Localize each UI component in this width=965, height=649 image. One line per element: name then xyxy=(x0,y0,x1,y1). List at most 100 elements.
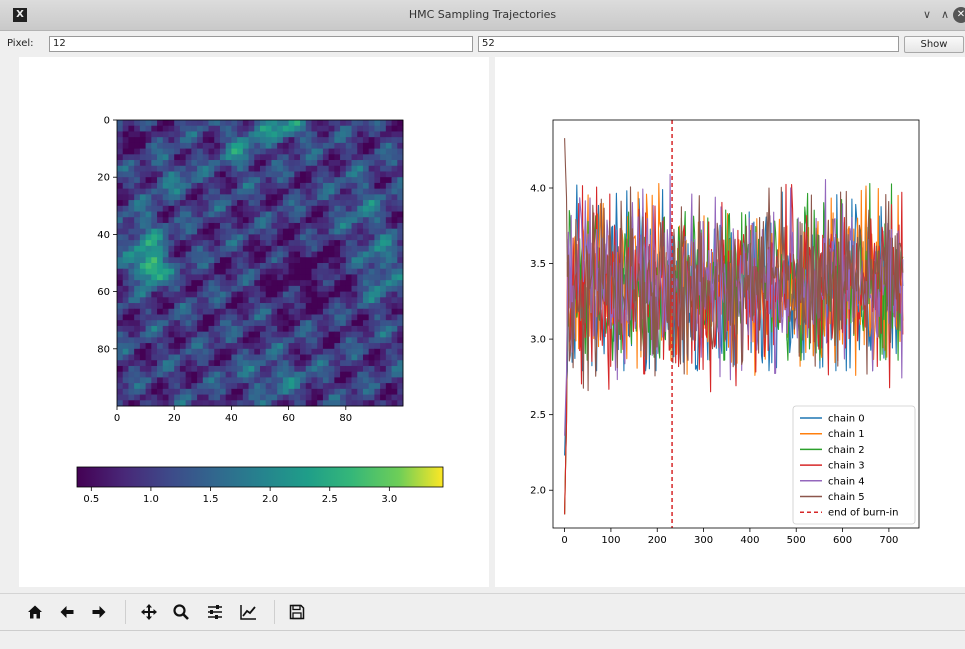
minimize-button[interactable]: ∨ xyxy=(922,8,932,21)
save-icon[interactable] xyxy=(288,603,306,621)
heatmap-cell xyxy=(231,188,238,195)
heatmap-cell xyxy=(305,280,312,287)
heatmap-cell xyxy=(391,154,398,161)
heatmap-cell xyxy=(174,171,181,178)
close-button[interactable]: ✕ xyxy=(953,7,965,23)
heatmap-cell xyxy=(288,320,295,327)
heatmap-cell xyxy=(397,234,404,241)
heatmap-cell xyxy=(260,371,267,378)
heatmap-cell xyxy=(380,394,387,401)
heatmap-cell xyxy=(128,291,135,298)
heatmap-cell xyxy=(185,303,192,310)
heatmap-cell xyxy=(237,268,244,275)
heatmap-cell xyxy=(282,383,289,390)
heatmap-cell xyxy=(391,320,398,327)
heatmap-cell xyxy=(260,182,267,190)
heatmap-cell xyxy=(128,245,135,252)
pixel-col-input[interactable]: 52 xyxy=(478,36,899,52)
y-tick-label: 3.5 xyxy=(530,259,546,270)
heatmap-cell xyxy=(219,331,227,338)
edit-axis-icon[interactable] xyxy=(239,603,257,621)
heatmap-cell xyxy=(345,268,352,275)
heatmap-cell xyxy=(305,331,312,338)
heatmap-cell xyxy=(197,343,204,350)
heatmap-cell xyxy=(374,188,381,195)
heatmap-cell xyxy=(345,205,352,212)
heatmap-cell xyxy=(145,257,152,264)
heatmap-cell xyxy=(368,251,375,258)
heatmap-cell xyxy=(397,297,404,304)
heatmap-cell xyxy=(311,182,318,190)
heatmap-cell xyxy=(185,211,192,218)
heatmap-cell xyxy=(397,251,404,258)
heatmap-cell xyxy=(202,222,209,230)
heatmap-cell xyxy=(157,165,164,172)
heatmap-cell xyxy=(202,263,209,270)
heatmap-cell xyxy=(271,274,278,281)
heatmap-cell xyxy=(357,354,364,361)
heatmap-cell xyxy=(128,394,135,401)
heatmap-cell xyxy=(311,343,318,350)
heatmap-cell xyxy=(397,217,404,224)
heatmap-cell xyxy=(288,257,295,264)
heatmap-cell xyxy=(311,297,318,304)
heatmap-cell xyxy=(397,280,404,287)
heatmap-cell xyxy=(397,228,404,235)
heatmap-cell xyxy=(277,354,284,361)
heatmap-cell xyxy=(271,303,278,310)
heatmap-cell xyxy=(385,325,392,333)
heatmap-cell xyxy=(157,314,164,321)
zoom-icon[interactable] xyxy=(172,603,190,621)
trace-chart[interactable]: 0 100 200 300 400 500 600 700 2.02.53.03.54.0 c… xyxy=(495,57,965,587)
heatmap-cell xyxy=(351,222,358,230)
heatmap-cell xyxy=(282,125,289,132)
heatmap-cell xyxy=(128,268,135,275)
heatmap-cell xyxy=(300,268,307,275)
heatmap-cell xyxy=(385,251,392,258)
heatmap-cell xyxy=(397,142,404,149)
heatmap-cell xyxy=(305,377,312,384)
heatmap-cell xyxy=(122,182,129,190)
heatmap-cell xyxy=(191,274,198,281)
heatmap-cell xyxy=(231,120,238,127)
heatmap-cell xyxy=(317,165,324,172)
heatmap-cell xyxy=(328,165,335,172)
pixel-row-input[interactable]: 12 xyxy=(49,36,473,52)
home-icon[interactable] xyxy=(26,603,44,621)
heatmap-cell xyxy=(134,234,141,241)
heatmap-cell xyxy=(362,297,370,304)
heatmap-cell xyxy=(340,137,347,144)
maximize-button[interactable]: ∧ xyxy=(940,8,950,21)
heatmap-cell xyxy=(197,297,204,304)
heatmap-cell xyxy=(391,314,398,321)
heatmap-cell xyxy=(351,263,358,270)
heatmap-cell xyxy=(385,285,392,292)
heatmap-cell xyxy=(139,360,146,367)
heatmap-cell xyxy=(174,325,181,333)
heatmap-cell xyxy=(351,125,358,132)
heatmap-cell xyxy=(151,337,158,344)
heatmap-cell xyxy=(197,142,204,149)
heatmap-cell xyxy=(380,171,387,178)
heatmap-cell xyxy=(225,257,232,264)
pan-icon[interactable] xyxy=(140,603,158,621)
heatmap-cell xyxy=(197,365,204,373)
heatmap-cell xyxy=(145,222,152,230)
show-button[interactable]: Show xyxy=(904,36,964,53)
heatmap-cell xyxy=(294,160,301,167)
heatmap-cell xyxy=(139,131,146,138)
heatmap-image xyxy=(117,120,404,407)
heatmap-cell xyxy=(185,388,192,395)
heatmap-cell xyxy=(265,194,272,201)
configure-subplots-icon[interactable] xyxy=(206,603,224,621)
heatmap-cell xyxy=(134,331,141,338)
heatmap-cell xyxy=(334,211,341,218)
heatmap-cell xyxy=(225,291,232,298)
forward-icon[interactable] xyxy=(90,603,108,621)
back-icon[interactable] xyxy=(58,603,76,621)
heatmap-cell xyxy=(362,371,370,378)
heatmap-cell xyxy=(271,245,278,252)
heatmap-cell xyxy=(271,194,278,201)
colorbar-tick-label: 2.5 xyxy=(322,494,338,505)
